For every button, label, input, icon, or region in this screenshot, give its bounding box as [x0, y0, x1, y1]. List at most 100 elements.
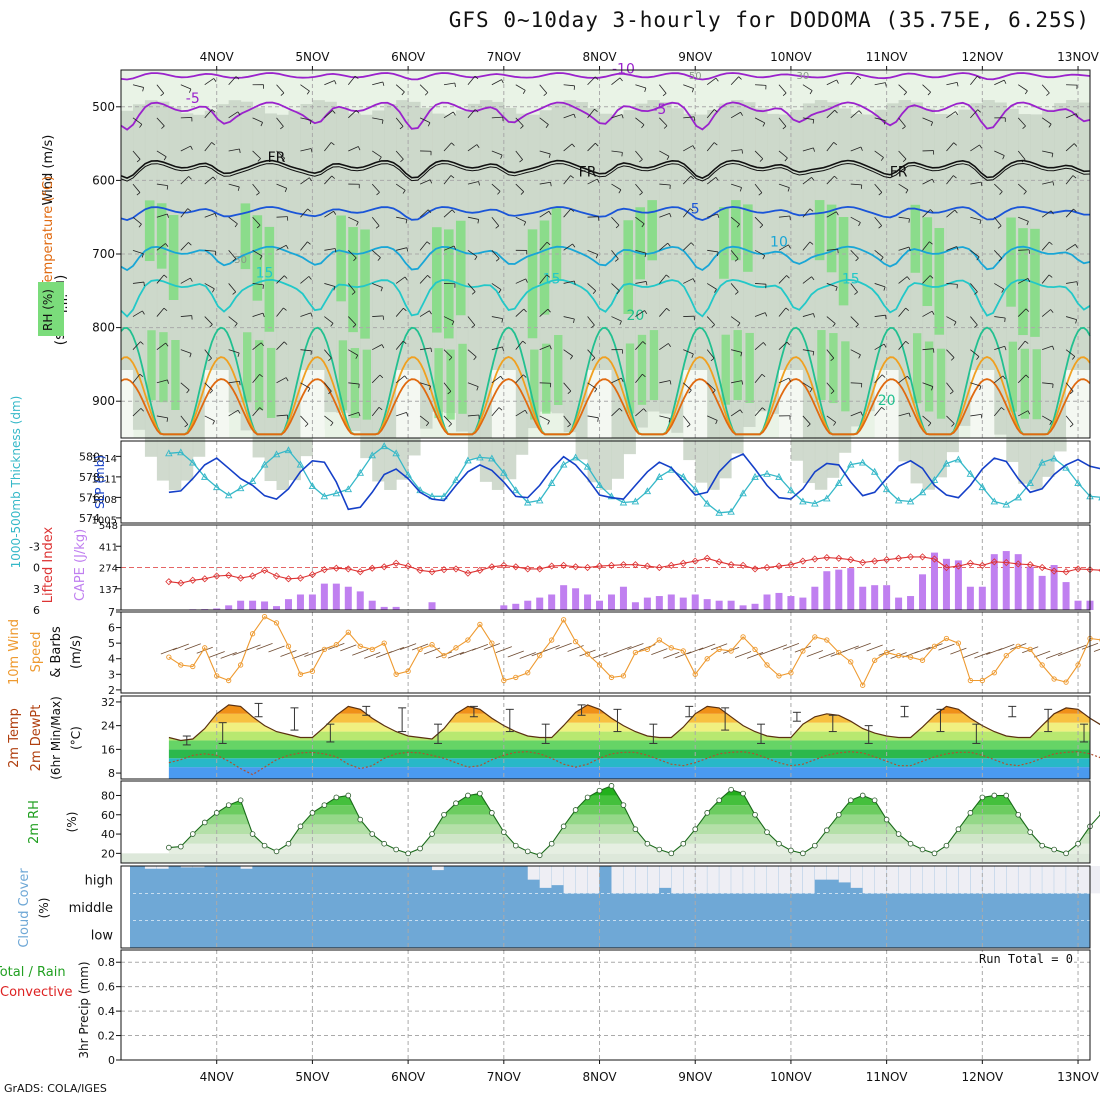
- wind-barb: [204, 283, 215, 290]
- wind-barb-flag: [619, 320, 622, 325]
- thickness-point: [272, 450, 281, 458]
- wind-barb-flag: [189, 88, 192, 93]
- wind10-speed-point: [728, 648, 734, 654]
- wind-barb-flag: [333, 286, 336, 291]
- wind-barb-flag: [717, 251, 719, 256]
- wind-barb: [731, 380, 742, 384]
- rh2m-point: [201, 819, 208, 826]
- rh-cell-moist: [159, 332, 168, 403]
- thickness-point: [607, 492, 616, 500]
- thickness-point: [918, 488, 927, 496]
- wind-barb: [348, 382, 360, 385]
- wind-barb-flag: [429, 179, 433, 184]
- isotherm-label: 20: [878, 393, 896, 409]
- wind-barb: [180, 415, 189, 425]
- wind-barb: [874, 150, 884, 158]
- x-tick-label-top: 8NOV: [582, 50, 617, 64]
- rh2m-tick-label: 20: [101, 847, 115, 860]
- lifted-tick-label: 0: [33, 562, 40, 575]
- wind-barb-flag: [668, 418, 671, 423]
- lifted-index-point: [225, 571, 233, 579]
- wind-barb: [1017, 183, 1027, 192]
- wind10-speed-point: [549, 637, 555, 643]
- wind-barb-flag: [232, 291, 236, 295]
- wind-barb-flag: [451, 321, 455, 326]
- wind10-barb: [555, 642, 572, 650]
- wind-barb: [467, 283, 476, 292]
- cape-bar: [572, 588, 580, 610]
- wind-barb-flag: [979, 144, 983, 149]
- wind-barb-flag: [188, 242, 192, 246]
- wind10-barb: [591, 652, 608, 659]
- wind-barb-flag: [256, 192, 260, 196]
- wind-barb: [132, 216, 142, 225]
- wind-barb: [563, 280, 575, 284]
- wind-barb: [491, 375, 501, 384]
- wind-barb-flag: [543, 92, 548, 97]
- wind10-speed-point: [1075, 662, 1081, 668]
- wind-barb: [395, 183, 406, 191]
- wind-barb: [1041, 309, 1051, 317]
- wind-barb-flag: [208, 357, 212, 362]
- x-tick-label-top: 6NOV: [391, 50, 426, 64]
- wind-barb-flag: [476, 144, 480, 148]
- wind-barb: [300, 177, 310, 185]
- wind-barb-flag: [280, 92, 285, 96]
- wind-barb: [898, 183, 909, 191]
- wind-barb-flag: [500, 154, 503, 159]
- wind-barb: [730, 111, 741, 119]
- cloud-gap-cell: [719, 866, 731, 894]
- lifted-index-point: [452, 565, 460, 573]
- wind-barb-flag: [259, 374, 263, 378]
- lifted-index-point: [739, 561, 747, 569]
- wind-barb-flag: [429, 385, 431, 390]
- wind10-speed-point: [1027, 646, 1033, 653]
- wind-barb-flag: [306, 90, 310, 95]
- wind-barb: [443, 142, 452, 152]
- wind-barb-flag: [880, 257, 884, 261]
- wind-barb-flag: [1072, 356, 1076, 360]
- wind-barb-flag: [522, 374, 527, 378]
- wind-barb: [970, 382, 981, 387]
- wind-barb: [132, 341, 141, 350]
- rh2m-point: [835, 811, 842, 818]
- wind-barb-flag: [280, 126, 284, 130]
- thickness-point: [380, 442, 388, 450]
- rh-cell-moist: [446, 349, 455, 420]
- wind-barb: [874, 374, 883, 384]
- wind-barb: [1017, 308, 1027, 317]
- wind10-barb: [543, 644, 560, 652]
- wind-barb: [970, 75, 978, 85]
- wind-barb: [994, 375, 1004, 384]
- wind-barb-flag: [356, 110, 360, 114]
- wind-barb: [659, 274, 667, 284]
- wind-barb: [347, 75, 356, 85]
- cape-bar: [703, 599, 711, 610]
- wind10-barb: [483, 643, 500, 650]
- cape-bar: [1074, 600, 1082, 610]
- wind-barb-flag: [928, 422, 932, 427]
- wind-barb-flag: [905, 307, 909, 311]
- rh2m-point: [465, 792, 471, 799]
- wind10-frame: [120, 611, 1091, 694]
- rh2m-point: [716, 797, 722, 804]
- wind-barb: [204, 213, 216, 218]
- isotherm-label: 15: [543, 271, 561, 287]
- lifted-index-point: [895, 554, 903, 562]
- rh-cell-dry: [491, 370, 505, 438]
- x-tick-label-top: 4NOV: [200, 50, 235, 64]
- wind-barb: [563, 208, 572, 218]
- thickness-point: [727, 507, 735, 515]
- wind-barb: [467, 144, 478, 152]
- wind-barb: [946, 175, 954, 185]
- wind-barb-flag: [184, 424, 189, 428]
- wind-barb-flag: [1024, 340, 1029, 344]
- temp2m-frame: [120, 695, 1091, 780]
- rh-cell-moist: [338, 340, 348, 411]
- thickness-point: [224, 491, 233, 499]
- wind10-speed-point: [1015, 643, 1021, 649]
- thickness-point: [248, 477, 257, 484]
- rh-cell-moist: [156, 203, 167, 269]
- wind-barb: [204, 316, 213, 325]
- wind-barb: [587, 349, 596, 359]
